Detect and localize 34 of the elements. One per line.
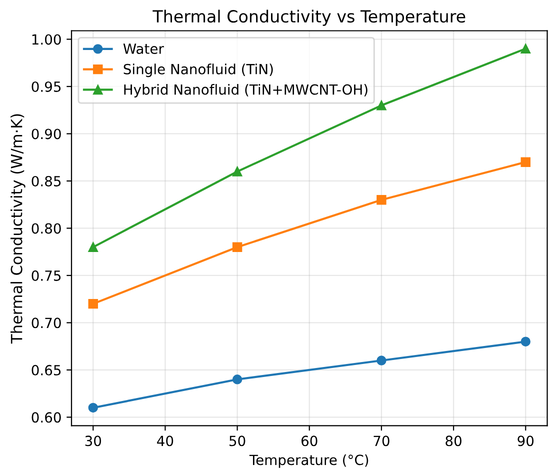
y-tick-label: 0.85	[32, 176, 61, 186]
chart-title: Thermal Conductivity vs Temperature	[152, 10, 466, 26]
legend-label: Single Nanofluid (TiN)	[124, 64, 273, 78]
x-axis-title: Temperature (°C)	[249, 454, 368, 468]
y-tick-label: 0.60	[32, 412, 61, 423]
point	[376, 100, 386, 110]
point	[232, 374, 242, 384]
point	[232, 166, 242, 176]
legend-label: Water	[123, 44, 164, 54]
point	[376, 195, 386, 205]
y-tick-label: 0.95	[32, 81, 61, 92]
x-tick-label: 30	[85, 436, 102, 446]
x-tick-label: 40	[157, 436, 174, 446]
y-axis-title: Thermal Conductivity (W/m·K)	[10, 114, 26, 344]
point	[88, 402, 98, 413]
point	[376, 356, 386, 366]
y-tick-label: 0.80	[32, 223, 61, 234]
y-tick-label: 0.65	[32, 364, 61, 376]
x-tick-label: 90	[518, 436, 534, 446]
y-tick-label: 1.00	[32, 34, 61, 45]
y-tick-label: 0.90	[32, 128, 61, 140]
x-tick-label: 80	[446, 436, 462, 446]
point	[520, 44, 530, 54]
x-tick-label: 60	[302, 436, 318, 446]
legend-label: Hybrid Nanofluid (TiN+MWCNT-OH)	[124, 84, 368, 98]
point	[520, 157, 530, 167]
y-tick-label: 0.70	[32, 318, 61, 328]
point	[520, 336, 530, 346]
y-tick-label: 0.75	[32, 270, 61, 281]
point	[232, 242, 242, 252]
x-tick-label: 50	[230, 436, 246, 446]
point	[88, 298, 98, 309]
point	[88, 242, 98, 252]
x-tick-label: 70	[374, 436, 390, 446]
